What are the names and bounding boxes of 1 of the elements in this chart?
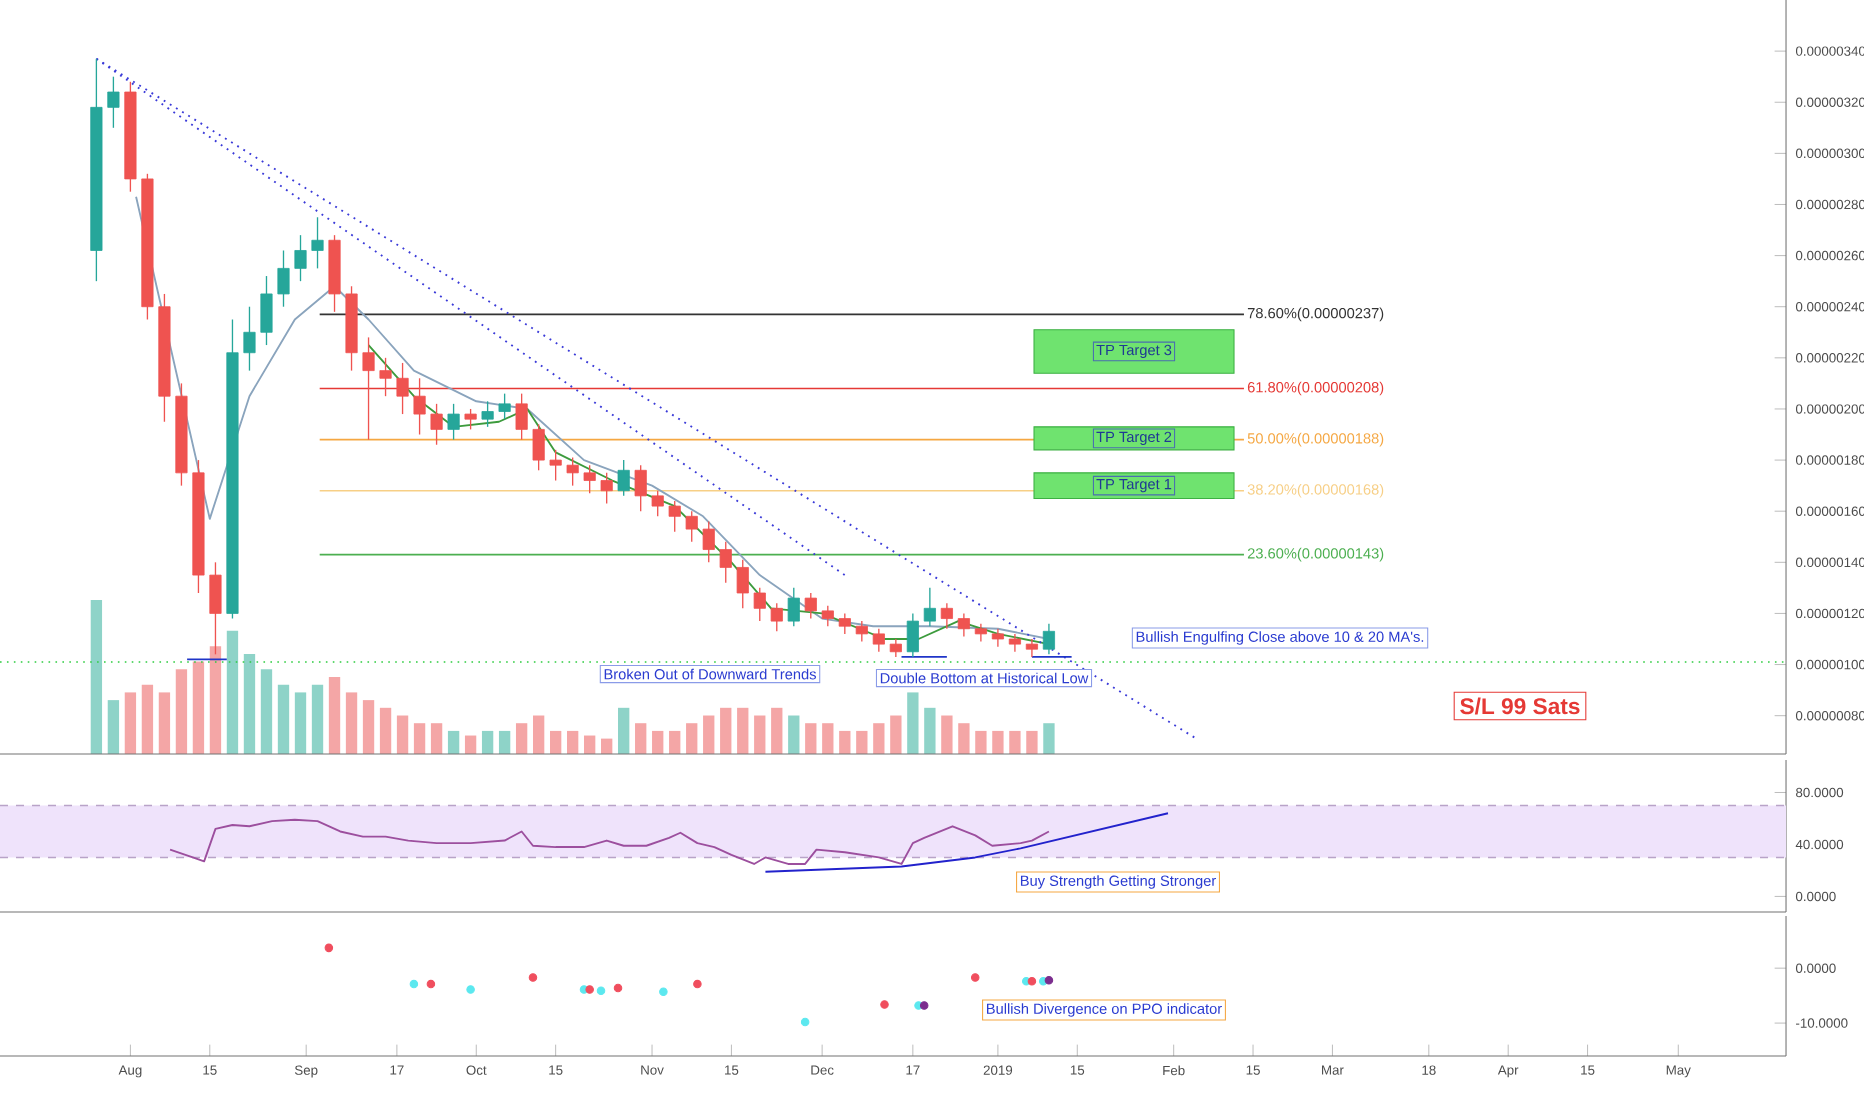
annotation: S/L 99 Sats	[1460, 697, 1580, 715]
